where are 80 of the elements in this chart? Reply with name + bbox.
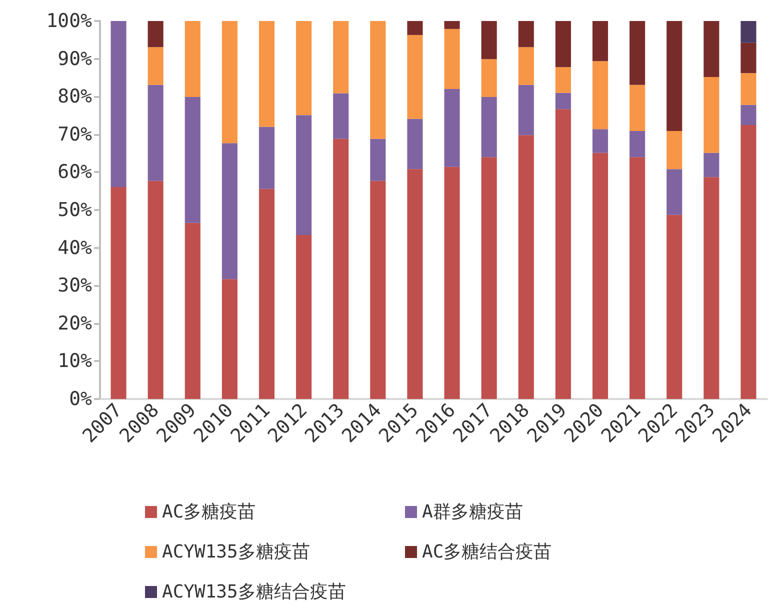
bar [555, 109, 571, 399]
bar [740, 73, 756, 105]
bar [333, 93, 349, 139]
bar [630, 157, 646, 399]
legend-label: AC多糖疫苗 [162, 502, 256, 522]
bar [148, 21, 164, 48]
bar [704, 152, 720, 178]
legend-label: AC多糖结合疫苗 [422, 542, 552, 562]
bar [481, 96, 497, 158]
bar [258, 21, 275, 127]
bar [258, 126, 275, 189]
bar [370, 21, 386, 139]
bar [444, 21, 460, 29]
bar [704, 76, 720, 153]
bar [518, 84, 534, 136]
bar [444, 89, 460, 167]
bar [518, 47, 534, 85]
y-tick-label: 70% [58, 123, 93, 146]
bar [518, 21, 534, 48]
bar [555, 92, 571, 110]
bar [296, 115, 312, 235]
bar [555, 67, 571, 93]
y-tick-label: 20% [58, 312, 93, 334]
bar [444, 28, 460, 90]
bar [481, 21, 497, 60]
bar [518, 135, 534, 399]
bar [110, 21, 126, 187]
bar [666, 169, 682, 215]
legend-label: A群多糖疫苗 [422, 502, 523, 522]
bar [444, 166, 460, 399]
bar [630, 21, 646, 85]
bar [740, 124, 756, 399]
bar [148, 180, 164, 399]
bar [222, 143, 238, 280]
bar [481, 59, 497, 97]
y-tick-label: 50% [58, 199, 93, 221]
bar [592, 152, 608, 399]
y-tick-label: 60% [58, 161, 93, 184]
bar [704, 21, 720, 77]
bar [704, 177, 720, 399]
bar [592, 129, 608, 153]
y-tick-label: 10% [58, 350, 93, 372]
bar [740, 21, 756, 43]
y-tick-label: 80% [58, 86, 93, 108]
y-tick-label: 100% [46, 10, 93, 32]
y-tick-label: 30% [58, 274, 93, 297]
bar [666, 21, 682, 131]
bar [110, 186, 126, 399]
y-tick-label: 90% [58, 48, 93, 70]
bar [740, 104, 756, 125]
bar [222, 21, 238, 144]
legend-label: ACYW135多糖结合疫苗 [162, 582, 346, 602]
bar [258, 188, 275, 399]
bar [630, 84, 646, 131]
bar [592, 21, 608, 62]
bar [481, 157, 497, 399]
legend-label: ACYW135多糖疫苗 [162, 542, 310, 562]
bar [407, 34, 423, 119]
bar [370, 138, 386, 181]
bar [740, 42, 756, 74]
y-tick-label: 40% [58, 236, 93, 259]
bar [222, 279, 238, 399]
bar [407, 21, 423, 35]
bar [630, 131, 646, 158]
bar [296, 234, 312, 399]
bar [296, 21, 312, 116]
bar [333, 21, 349, 94]
bar [184, 222, 200, 399]
bar [666, 131, 682, 170]
bar [370, 180, 386, 399]
bar [148, 84, 164, 181]
bar [148, 47, 164, 85]
bar [407, 169, 423, 399]
bar [592, 61, 608, 130]
bar [333, 138, 349, 399]
bar [666, 214, 682, 399]
bar [184, 96, 200, 223]
bar [184, 21, 200, 97]
bar [555, 21, 571, 68]
bar [407, 118, 423, 170]
